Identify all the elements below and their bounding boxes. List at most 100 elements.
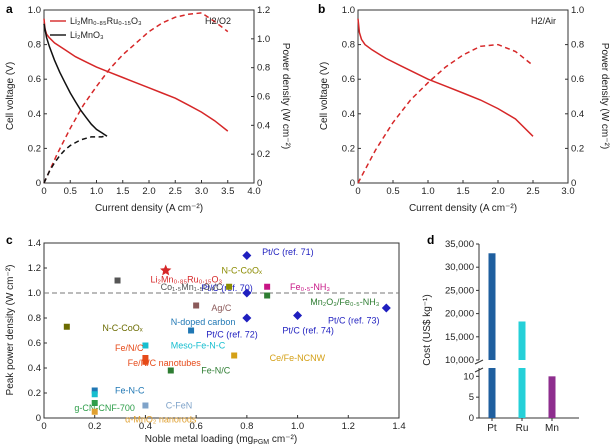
panel-a-xtick-label: 3.0 <box>195 186 208 197</box>
panel-b-xlabel: Current density (A cm⁻²) <box>409 203 517 214</box>
panel-b-curves <box>357 18 534 184</box>
point-diamond <box>293 311 303 320</box>
panel-b-xtick-label: 0.5 <box>386 186 399 197</box>
point-diamond <box>242 288 252 298</box>
point-square <box>188 327 195 334</box>
bar-ru-lower <box>518 368 526 418</box>
point-diamond <box>381 303 391 313</box>
bar-pt-upper <box>488 253 496 360</box>
panel-b-ytick-right-label: 0.8 <box>571 40 584 51</box>
point-label: Fe/N/C <box>115 343 144 353</box>
panel-b-condition: H2/Air <box>531 16 556 26</box>
panel-c-xtick-label: 1.2 <box>342 421 355 432</box>
panel-b-ytick-right-label: 0 <box>571 178 576 189</box>
panel-d-ytick-label: 35,000 <box>445 239 474 250</box>
panel-b-ylabel-right: Power density (W cm⁻²) <box>599 43 610 149</box>
panel-c-points: Li₂Mn₀.₈₅Ru₀.₁₅O₃ Pt/C (ref. 71) Pt/C (ref… <box>63 247 391 424</box>
panel-b-xtick-label: 1.5 <box>456 186 469 197</box>
point-label: Pt/C (ref. 71) <box>262 247 314 257</box>
panel-b-series-solid <box>357 18 534 137</box>
point-square <box>91 400 98 406</box>
panel-a-series-dashed <box>43 12 229 184</box>
point-square <box>142 355 149 361</box>
legend-label-mno3: Li₂MnO₃ <box>70 30 104 40</box>
panel-d-ytick-label: 15,000 <box>445 332 474 343</box>
point-square <box>264 283 271 290</box>
legend-label-ru: Li₂Mn₀.₈₅Ru₀.₁₅O₃ <box>70 16 142 26</box>
point-label: C-FeN <box>166 401 193 411</box>
panel-a-xtick-label: 1.5 <box>116 186 129 197</box>
point-diamond <box>242 251 252 260</box>
panel-c-ytick-label: 1.4 <box>28 238 41 249</box>
panel-a-ytick-left-label: 0.8 <box>28 40 41 51</box>
panel-b-label: b <box>318 2 325 16</box>
point-label: Ce/Fe-NCNW <box>270 353 326 363</box>
panel-c-xtick-label: 0.6 <box>190 421 203 432</box>
point-label: Mn₂O₃/Fe₀.₅-NH₃ <box>310 297 380 307</box>
panel-b: b 0 0.5 1.0 1.5 2.0 2.5 3.000.20.40.60.81.000.… <box>318 2 610 214</box>
panel-b-ytick-left-label: 0.4 <box>342 109 355 120</box>
panel-b-ytick-right-label: 0.6 <box>571 74 584 85</box>
panel-a-ytick-right-label: 0.6 <box>257 92 270 103</box>
panel-c-xtick-label: 0.2 <box>88 421 101 432</box>
panel-d-category-label: Ru <box>516 423 529 434</box>
panel-a: a 0 0.5 1.0 1.5 2.0 2.5 3.0 3.5 4.000.20.40.60.8… <box>5 2 291 214</box>
panel-d-ytick-label: 25,000 <box>445 285 474 296</box>
panel-a-ytick-right-label: 0.4 <box>257 120 270 131</box>
point-square <box>226 283 233 290</box>
panel-b-ytick-left-label: 1.0 <box>342 5 355 16</box>
point-label: Fe-N-C <box>115 386 145 396</box>
point-square <box>142 342 149 349</box>
panel-c-xtick-label: 0 <box>41 421 46 432</box>
point-label: Co₁.₅Mn₁.₅O₄/C <box>161 282 224 292</box>
point-square <box>142 358 149 365</box>
panel-b-ylabel-left: Cell voltage (V) <box>319 62 330 130</box>
panel-a-xtick-label: 4.0 <box>247 186 260 197</box>
point-square <box>193 302 200 309</box>
panel-b-ytick-right-label: 1.0 <box>571 5 584 16</box>
panel-b-xtick-label: 0 <box>355 186 360 197</box>
panel-a-xtick-label: 2.5 <box>169 186 182 197</box>
panel-a-ytick-right-label: 0.8 <box>257 63 270 74</box>
panel-a-ytick-left-label: 0.6 <box>28 74 41 85</box>
panel-a-xtick-label: 0.5 <box>64 186 77 197</box>
panel-a-xtick-label: 3.5 <box>221 186 234 197</box>
panel-a-series-solid <box>43 18 229 132</box>
point-label: N-doped carbon <box>171 317 236 327</box>
panel-c: c 0 0.2 0.4 0.6 0.8 1.0 1.2 1.4 0 0.2 0.4 0.6 0.8 1.0… <box>5 233 406 446</box>
panel-a-condition: H2/O2 <box>205 16 231 26</box>
panel-d-plot: 10,000 15,000 20,000 25,000 30,000 35,000 0 5 10… <box>445 239 579 434</box>
panel-d: d 10,000 15,000 20,000 25,000 30,000 35,000 0 5… <box>422 233 579 434</box>
panel-b-ytick-right-label: 0.4 <box>571 109 584 120</box>
panel-a-ytick-left-label: 1.0 <box>28 5 41 16</box>
panel-b-ytick-left-label: 0.8 <box>342 40 355 51</box>
point-label: Fe-N/C <box>201 366 231 376</box>
panel-a-label: a <box>6 2 13 16</box>
panel-d-ytick-label: 10 <box>463 371 474 382</box>
panel-a-xlabel: Current density (A cm⁻²) <box>95 203 203 214</box>
panel-a-xtick-label: 1.0 <box>90 186 103 197</box>
point-label: Li₂Mn₀.₈₅Ru₀.₁₅O₃ <box>151 274 223 284</box>
point-square <box>91 387 98 394</box>
panel-c-ticks: 0 0.2 0.4 0.6 0.8 1.0 1.2 1.4 0 0.2 0.4 0.6 0.8 1.0 1.… <box>28 238 406 432</box>
panel-d-ytick-label: 0 <box>469 413 474 424</box>
panel-c-xtick-label: 1.4 <box>392 421 405 432</box>
panel-c-label: c <box>6 233 13 247</box>
bar-mn <box>548 376 556 418</box>
panel-c-xtick-label: 0.8 <box>240 421 253 432</box>
panel-c-ytick-label: 0.8 <box>28 313 41 324</box>
panel-c-xtick-label: 0.4 <box>139 421 152 432</box>
panel-a-ytick-left-label: 0.2 <box>28 143 41 154</box>
panel-b-xtick-label: 2.5 <box>526 186 539 197</box>
panel-b-xtick-label: 2.0 <box>491 186 504 197</box>
point-label: g-CN-CNF-700 <box>74 403 135 413</box>
point-square <box>231 352 238 359</box>
panel-a-ytick-right-label: 0.2 <box>257 149 270 160</box>
panel-c-ytick-label: 1.0 <box>28 288 41 299</box>
panel-b-ticks: 0 0.5 1.0 1.5 2.0 2.5 3.000.20.40.60.81.000.20… <box>342 5 584 197</box>
panel-c-ytick-label: 1.2 <box>28 263 41 274</box>
point-label: N-C-CoOₓ <box>222 266 262 276</box>
panel-b-frame <box>357 9 569 184</box>
point-square <box>264 292 271 299</box>
